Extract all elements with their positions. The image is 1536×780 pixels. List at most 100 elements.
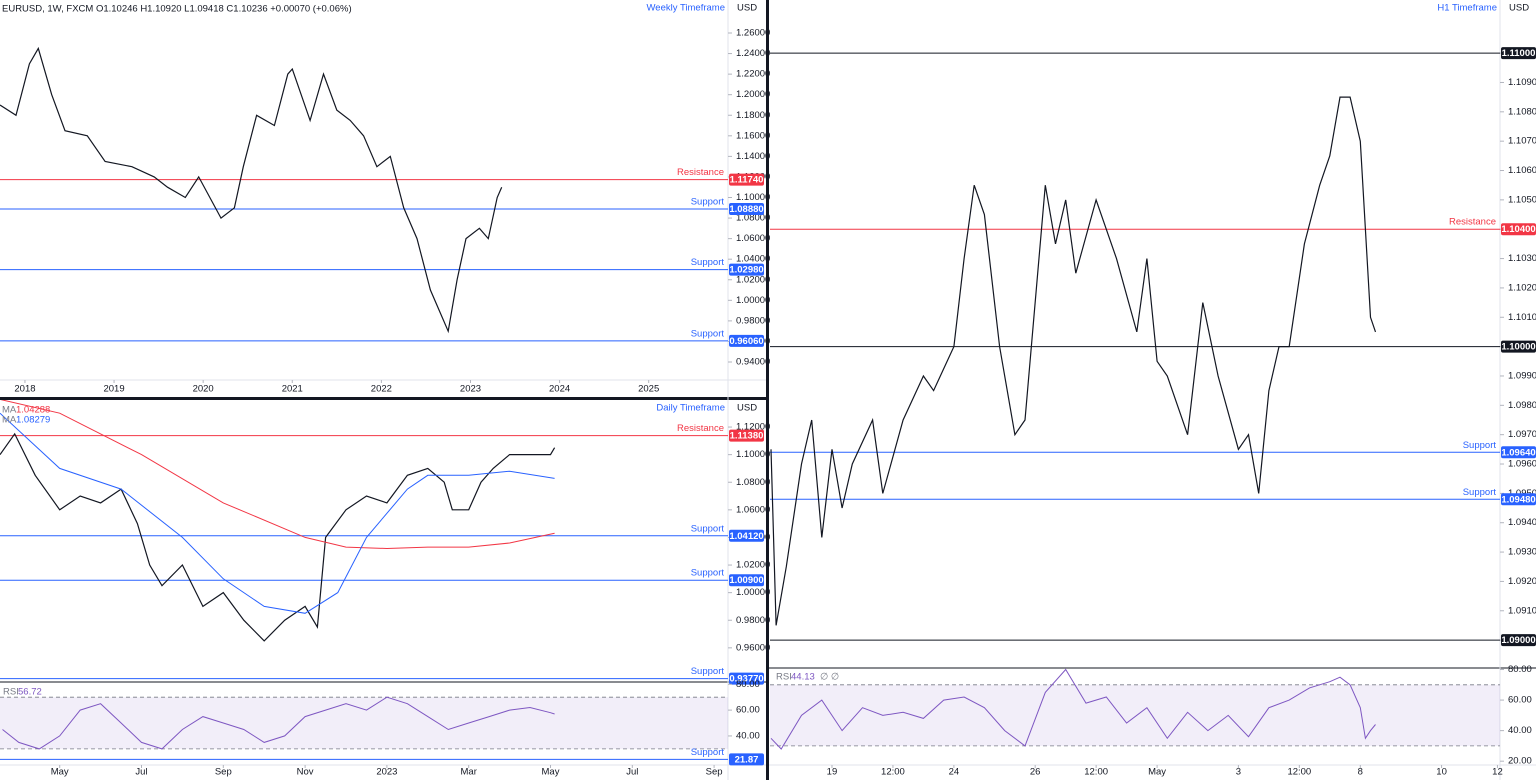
y-tick-label: 1.22000	[736, 69, 770, 80]
price-badge	[1501, 446, 1536, 459]
indicator-title: RSI	[776, 672, 792, 683]
x-tick-label: 12:00	[881, 767, 905, 778]
price-badge-label: 1.00900	[729, 575, 763, 586]
x-tick-label: May	[542, 767, 560, 778]
series-line	[770, 96, 1377, 626]
price-badge	[1501, 493, 1536, 506]
legend-name: MA	[2, 405, 17, 416]
level-name: Support	[691, 257, 725, 268]
y-tick-label: 0.98000	[736, 615, 770, 626]
symbol-header: EURUSD, 1W, FXCM O1.10246 H1.10920 L1.09…	[2, 4, 352, 15]
price-badge-label: 1.09480	[1501, 494, 1535, 505]
level-name: Resistance	[677, 423, 724, 434]
y-tick-label: 1.09600	[1508, 459, 1536, 470]
y-tick-label: 1.00000	[736, 295, 770, 306]
level-name: Support	[691, 197, 725, 208]
timeframe-title: H1 Timeframe	[1437, 3, 1497, 14]
y-tick-label: 1.08000	[736, 477, 770, 488]
legend-name: MA	[2, 415, 17, 426]
price-badge-label: 1.04120	[729, 531, 763, 542]
series-line	[0, 432, 556, 642]
price-badge	[729, 173, 764, 186]
x-tick-label: 2024	[549, 384, 570, 395]
price-badge	[729, 263, 764, 276]
timeframe-title: Weekly Timeframe	[647, 3, 725, 14]
price-badge-label: 1.11380	[730, 431, 764, 442]
x-tick-label: 12:00	[1287, 767, 1311, 778]
level-name: Support	[691, 666, 725, 677]
price-badge-label: 0.93770	[729, 674, 763, 685]
x-tick-label: 3	[1236, 767, 1241, 778]
series-line	[0, 412, 555, 614]
x-tick-label: 2018	[14, 384, 35, 395]
x-tick-label: 2023	[376, 767, 397, 778]
price-badge-label: 1.08880	[729, 204, 763, 215]
price-badge-label: 1.02980	[729, 265, 763, 276]
price-badge-label: 1.10400	[1501, 224, 1535, 235]
y-tick-label: 1.02000	[736, 274, 770, 285]
price-badge	[729, 529, 764, 542]
y-tick-label: 1.09400	[1508, 517, 1536, 528]
y-tick-label: 0.94000	[736, 357, 770, 368]
y-tick-label: 0.96000	[736, 642, 770, 653]
series-line	[0, 46, 503, 334]
axis-label: USD	[737, 403, 757, 414]
x-tick-label: Jul	[626, 767, 638, 778]
price-badge-label: 1.11740	[730, 175, 764, 186]
y-tick-label: 1.09200	[1508, 576, 1536, 587]
level-name: Support	[1463, 487, 1497, 498]
y-tick-label: 80.00	[1508, 664, 1532, 675]
price-badge	[1501, 634, 1536, 647]
y-tick-label: 1.09300	[1508, 547, 1536, 558]
price-badge	[729, 574, 764, 587]
price-badge-label: 1.09640	[1501, 447, 1535, 458]
x-tick-label: 2022	[371, 384, 392, 395]
level-name: Support	[691, 568, 725, 579]
y-tick-label: 1.10300	[1508, 253, 1536, 264]
x-tick-label: 26	[1030, 767, 1041, 778]
y-tick-label: 40.00	[1508, 725, 1532, 736]
indicator-suffix: ∅ ∅	[820, 672, 839, 683]
y-tick-label: 1.10000	[736, 449, 770, 460]
x-tick-label: 2019	[103, 384, 124, 395]
x-tick-label: Mar	[461, 767, 477, 778]
x-tick-label: May	[1148, 767, 1166, 778]
y-tick-label: 1.09900	[1508, 370, 1536, 381]
series-line	[0, 400, 555, 550]
y-tick-label: 1.09800	[1508, 400, 1536, 411]
x-tick-label: 12	[1492, 767, 1503, 778]
rsi-band	[770, 684, 1500, 746]
x-tick-label: Nov	[297, 767, 314, 778]
timeframe-title: Daily Timeframe	[656, 403, 725, 414]
x-tick-label: 12:00	[1084, 767, 1108, 778]
y-tick-label: 1.24000	[736, 48, 770, 59]
x-tick-label: Jul	[135, 767, 147, 778]
price-badge	[729, 429, 764, 442]
x-tick-label: 10	[1436, 767, 1447, 778]
y-tick-label: 1.09700	[1508, 429, 1536, 440]
price-badge-label: 1.10000	[1501, 342, 1535, 353]
x-tick-label: 2020	[193, 384, 214, 395]
price-badge	[1501, 47, 1536, 60]
x-tick-label: Sep	[706, 767, 723, 778]
price-badge	[1501, 340, 1536, 353]
indicator-value: 56.72	[18, 687, 42, 698]
y-tick-label: 1.10200	[1508, 282, 1536, 293]
x-tick-label: 2021	[282, 384, 303, 395]
y-tick-label: 0.98000	[736, 315, 770, 326]
divider	[0, 397, 766, 400]
y-tick-label: 1.10500	[1508, 194, 1536, 205]
y-tick-label: 1.26000	[736, 28, 770, 39]
y-tick-label: 1.04000	[736, 254, 770, 265]
y-tick-label: 1.08000	[736, 213, 770, 224]
indicator-title: RSI	[3, 687, 19, 698]
y-tick-label: 60.00	[1508, 695, 1532, 706]
price-badge-label: 0.96060	[729, 336, 763, 347]
price-badge-label: 1.09000	[1501, 635, 1535, 646]
y-tick-label: 1.10000	[736, 192, 770, 203]
divider	[766, 0, 769, 780]
y-tick-label: 60.00	[736, 705, 760, 716]
y-tick-label: 1.10600	[1508, 165, 1536, 176]
y-tick-label: 80.00	[736, 679, 760, 690]
